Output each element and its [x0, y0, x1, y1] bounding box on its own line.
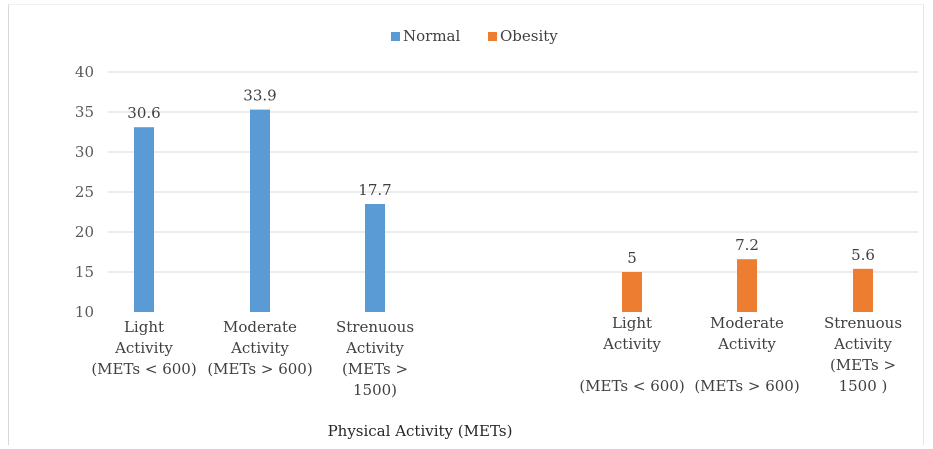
category-label: Activity — [230, 339, 289, 357]
category-label: Light — [124, 318, 164, 336]
category-label: (METs > — [830, 356, 896, 374]
y-tick-label: 40 — [75, 63, 94, 81]
y-tick-label: 20 — [75, 223, 94, 241]
category-label: (METs > — [342, 360, 408, 378]
y-axis-ticks: 10 15 20 25 30 35 40 — [75, 63, 94, 321]
legend-label-obesity: Obesity — [500, 27, 558, 45]
bar-normal-1 — [134, 127, 154, 312]
chart-frame — [8, 4, 924, 445]
category-label: Strenuous — [336, 318, 414, 336]
data-label: 30.6 — [127, 104, 160, 122]
category-label: Activity — [114, 339, 173, 357]
gridlines — [108, 71, 918, 273]
category-label: Activity — [833, 335, 892, 353]
category-label: (METs < 600) — [91, 360, 196, 378]
category-label: (METs > 600) — [207, 360, 312, 378]
legend-swatch-normal — [391, 32, 400, 41]
bar-obesity-1 — [622, 272, 642, 312]
data-labels: 30.6 33.9 17.7 5 7.2 5.6 — [127, 87, 875, 267]
category-label: (METs > 600) — [694, 377, 799, 395]
bar-normal-3 — [365, 204, 385, 312]
category-label: Activity — [345, 339, 404, 357]
x-axis-title: Physical Activity (METs) — [328, 422, 513, 440]
bar-normal-2 — [250, 109, 270, 312]
category-label: Strenuous — [824, 314, 902, 332]
category-label: Light — [612, 314, 652, 332]
category-label: Moderate — [223, 318, 297, 336]
category-label: Activity — [602, 335, 661, 353]
category-label: 1500) — [353, 381, 397, 399]
bar-obesity-3 — [853, 268, 873, 312]
y-tick-label: 35 — [75, 103, 94, 121]
bars — [134, 109, 873, 312]
legend-swatch-obesity — [488, 32, 497, 41]
data-label: 17.7 — [358, 181, 391, 199]
y-tick-label: 25 — [75, 183, 94, 201]
y-tick-label: 30 — [75, 143, 94, 161]
category-label: Activity — [717, 335, 776, 353]
data-label: 7.2 — [735, 236, 759, 254]
y-tick-label: 10 — [75, 303, 94, 321]
legend: Normal Obesity — [391, 27, 558, 45]
legend-label-normal: Normal — [403, 27, 460, 45]
category-label: Moderate — [710, 314, 784, 332]
category-label: (METs < 600) — [579, 377, 684, 395]
data-label: 5.6 — [851, 246, 875, 264]
data-label: 33.9 — [243, 87, 276, 105]
category-label: 1500 ) — [839, 377, 888, 395]
bar-obesity-2 — [737, 259, 757, 312]
category-labels: Light Activity (METs < 600) Moderate Activit… — [91, 314, 902, 399]
data-label: 5 — [627, 249, 637, 267]
y-tick-label: 15 — [75, 263, 94, 281]
